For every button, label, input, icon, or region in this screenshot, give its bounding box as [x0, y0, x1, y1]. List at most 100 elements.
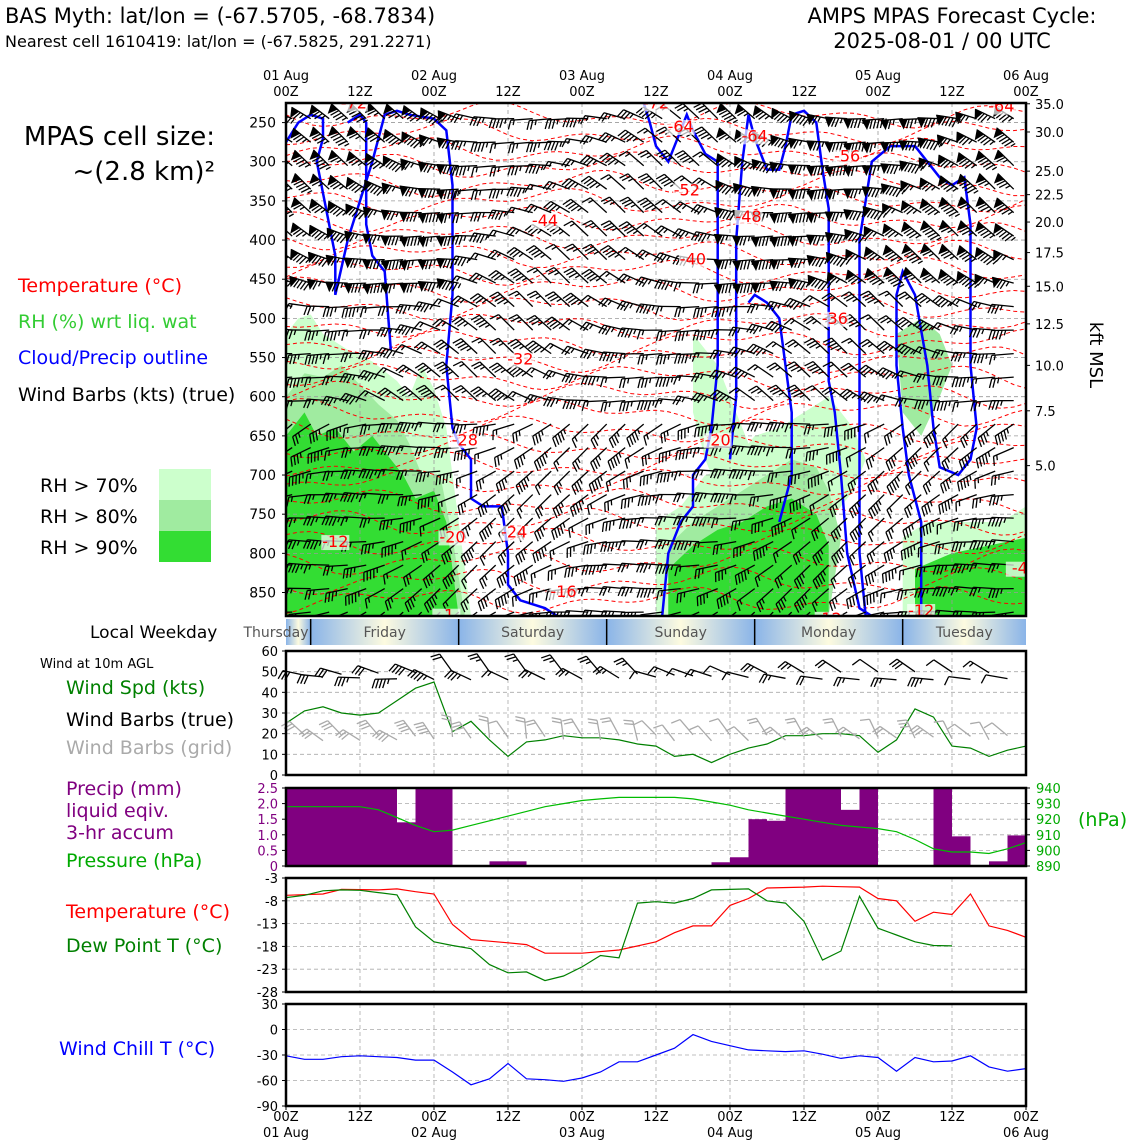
grid-wind-barb [298, 728, 324, 742]
wind-barb [324, 587, 348, 603]
wind-barb [674, 564, 700, 577]
wind-barb [951, 399, 977, 412]
grid-wind-barb [450, 721, 472, 739]
wind-barb [769, 258, 792, 271]
wind-barb [885, 447, 904, 472]
wind-barb [478, 517, 497, 542]
wind-barb [303, 398, 330, 409]
wind-barb [383, 103, 404, 120]
wind-barb [919, 177, 941, 192]
wind-barb [937, 154, 959, 169]
grid-wind-barb [784, 717, 805, 737]
label-bg [642, 103, 670, 112]
wind-barb [552, 494, 571, 519]
wind-barb [600, 196, 626, 214]
label-bg [450, 433, 479, 449]
wind-barb [988, 376, 1014, 389]
wind-barb [898, 564, 922, 581]
wind-barb [364, 127, 386, 143]
wind-barb [988, 493, 1014, 506]
panel-frame [284, 649, 1028, 777]
wind-barb [326, 423, 348, 441]
wind-barb [922, 470, 941, 495]
y-tick-label: -13 [257, 918, 278, 933]
bottom-hour-label: 12Z [939, 1110, 965, 1125]
wind-barb [942, 423, 959, 449]
top-date-label: 06 Aug [1003, 69, 1049, 84]
rh80-swatch [159, 500, 211, 531]
wind-barb [494, 588, 515, 610]
wind-barb [938, 196, 960, 218]
wind-barb [951, 376, 977, 388]
wind-barb [637, 197, 663, 214]
wind-barb [401, 131, 424, 149]
wind-barb [599, 351, 626, 362]
wind-barb [771, 517, 792, 537]
wind-barb [710, 517, 737, 529]
wind-barb [841, 337, 867, 355]
wind-barb [547, 564, 570, 581]
wind-barb [419, 517, 441, 537]
y-tick-label: 40 [261, 686, 278, 701]
wind-barb [450, 275, 478, 284]
precip-bar [360, 788, 379, 866]
wind-barb [488, 362, 515, 378]
wind-barb [840, 291, 867, 308]
wind-barb [304, 587, 330, 600]
wind-barb [452, 188, 478, 201]
wind-barb [845, 588, 867, 609]
wind-barb [849, 541, 867, 566]
wind-barb [913, 399, 940, 410]
wind-barb [345, 150, 367, 167]
wind-barb [713, 258, 737, 271]
wind-barb [487, 249, 515, 261]
pressure-tick-label: 600 [249, 390, 276, 406]
wind-barb [571, 423, 589, 449]
true-wind-barb [555, 667, 583, 680]
wind-barb [748, 385, 774, 402]
weekday-block [458, 619, 607, 645]
wind-barb [507, 141, 533, 154]
wind-barb [691, 516, 718, 527]
grid-wind-barb [478, 715, 491, 738]
wind-title: Wind at 10m AGL [40, 657, 154, 672]
wind-barb [941, 447, 959, 472]
wind-barb [292, 423, 312, 446]
true-wind-barb [795, 675, 823, 686]
wind-barb [568, 517, 589, 538]
temperature-label: -36 [822, 309, 848, 328]
dewpoint-label: Dew Point T (°C) [66, 935, 222, 957]
wind-barb [437, 493, 459, 513]
wind-barb [357, 389, 385, 402]
label-bg [820, 311, 849, 327]
wind-barb [515, 541, 534, 565]
wind-barb [607, 447, 626, 471]
wind-barb [992, 447, 1014, 466]
wind-barb [524, 393, 552, 404]
wind-barb [469, 116, 496, 127]
wind-barb [505, 226, 533, 237]
wind-barb [600, 399, 626, 412]
cloud-outline [858, 144, 978, 616]
isotherm [286, 546, 1026, 576]
wind-barb [304, 352, 330, 365]
wind-barb [470, 386, 497, 402]
pressure-tick-label: 500 [249, 311, 276, 327]
wind-barb [479, 564, 497, 590]
wind-barb [308, 198, 330, 214]
rh90-swatch [159, 531, 211, 562]
wind-barb [599, 152, 626, 167]
grid-wind-barb [413, 721, 435, 740]
isotherm [286, 151, 1026, 178]
isotherm [286, 345, 1026, 374]
wind-barb [562, 292, 589, 308]
wind-barb [288, 470, 311, 487]
label-bg [432, 608, 461, 616]
grid-wind-barb [725, 726, 749, 742]
wind-barb [323, 446, 348, 461]
wind-barb [639, 470, 663, 487]
wind-barb [886, 494, 904, 519]
wind-barb [561, 137, 589, 148]
wind-barb [847, 564, 867, 588]
true-wind-barb [481, 669, 509, 681]
